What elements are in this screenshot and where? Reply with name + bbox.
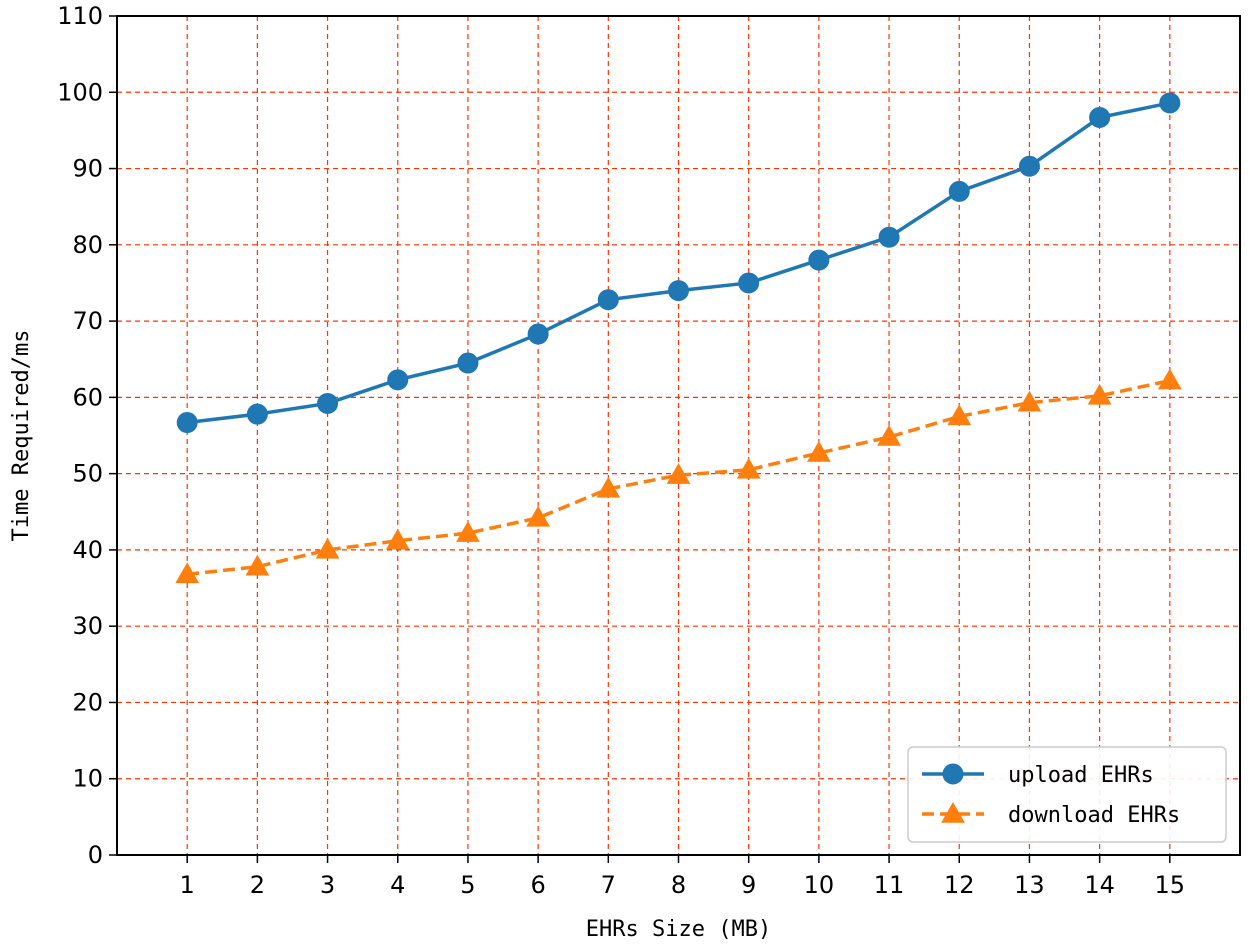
y-tick-label: 70 <box>72 307 103 335</box>
data-point <box>457 352 479 374</box>
data-point <box>1087 383 1112 405</box>
y-tick-label: 10 <box>72 765 103 793</box>
data-point <box>527 323 549 345</box>
series-line <box>186 378 1171 577</box>
x-tick-label: 7 <box>601 871 616 899</box>
y-tick-label: 0 <box>88 841 103 869</box>
data-point <box>878 226 900 248</box>
y-axis-ticks: 0 10 20 30 40 50 60 70 80 90 100 110 <box>57 2 117 869</box>
legend-marker <box>941 801 965 823</box>
x-tick-label: 9 <box>741 871 756 899</box>
data-point <box>948 180 970 202</box>
y-tick-label: 20 <box>72 688 103 716</box>
data-point <box>666 463 691 484</box>
x-tick-label: 15 <box>1155 871 1186 899</box>
data-point <box>385 528 410 550</box>
data-point <box>597 289 619 311</box>
data-point <box>947 404 972 426</box>
y-axis-label: Time Required/ms <box>9 330 34 542</box>
data-point <box>1089 106 1111 128</box>
legend-label: upload EHRs <box>1008 763 1154 788</box>
x-axis-ticks: 1 2 3 4 5 6 7 8 9 10 11 12 13 14 15 <box>180 855 1186 899</box>
y-tick-label: 50 <box>72 460 103 488</box>
data-point <box>738 272 760 294</box>
data-point <box>668 280 689 302</box>
x-tick-label: 14 <box>1084 871 1115 899</box>
y-tick-label: 110 <box>57 2 103 30</box>
x-tick-label: 4 <box>390 871 405 899</box>
x-tick-label: 2 <box>250 871 265 899</box>
data-point <box>245 554 270 576</box>
data-point <box>807 441 831 462</box>
series-download <box>175 368 1182 584</box>
data-point <box>877 425 901 446</box>
y-tick-label: 100 <box>57 78 103 106</box>
x-tick-label: 1 <box>180 871 195 899</box>
x-axis-label: EHRs Size (MB) <box>586 917 771 942</box>
data-point <box>317 392 339 414</box>
x-tick-label: 10 <box>804 871 835 899</box>
data-point <box>596 476 621 498</box>
y-tick-label: 80 <box>72 231 103 259</box>
legend-marker <box>942 763 964 785</box>
data-point <box>315 537 340 559</box>
y-tick-label: 40 <box>72 536 103 564</box>
data-point <box>1017 390 1042 412</box>
data-point <box>736 457 761 479</box>
y-tick-label: 90 <box>72 155 103 183</box>
y-tick-label: 30 <box>72 612 103 640</box>
series-layer <box>175 92 1182 584</box>
data-point <box>246 403 268 425</box>
data-point <box>456 521 480 542</box>
data-point <box>1157 368 1182 390</box>
x-tick-label: 3 <box>320 871 335 899</box>
x-tick-label: 6 <box>530 871 545 899</box>
x-tick-label: 13 <box>1014 871 1045 899</box>
data-point <box>176 412 198 434</box>
x-tick-label: 5 <box>460 871 475 899</box>
x-tick-label: 11 <box>874 871 905 899</box>
data-point <box>808 249 830 271</box>
data-point <box>175 562 200 584</box>
grid-lines <box>117 16 1240 855</box>
y-tick-label: 60 <box>72 383 103 411</box>
legend-label: download EHRs <box>1008 803 1180 828</box>
data-point <box>1018 155 1040 177</box>
x-tick-label: 8 <box>671 871 686 899</box>
x-tick-label: 12 <box>944 871 975 899</box>
data-point <box>387 369 409 391</box>
legend: upload EHRs download EHRs <box>907 746 1227 843</box>
series-upload <box>176 92 1181 434</box>
legend-box <box>907 746 1227 843</box>
data-point <box>526 505 550 527</box>
data-point <box>1159 92 1181 114</box>
